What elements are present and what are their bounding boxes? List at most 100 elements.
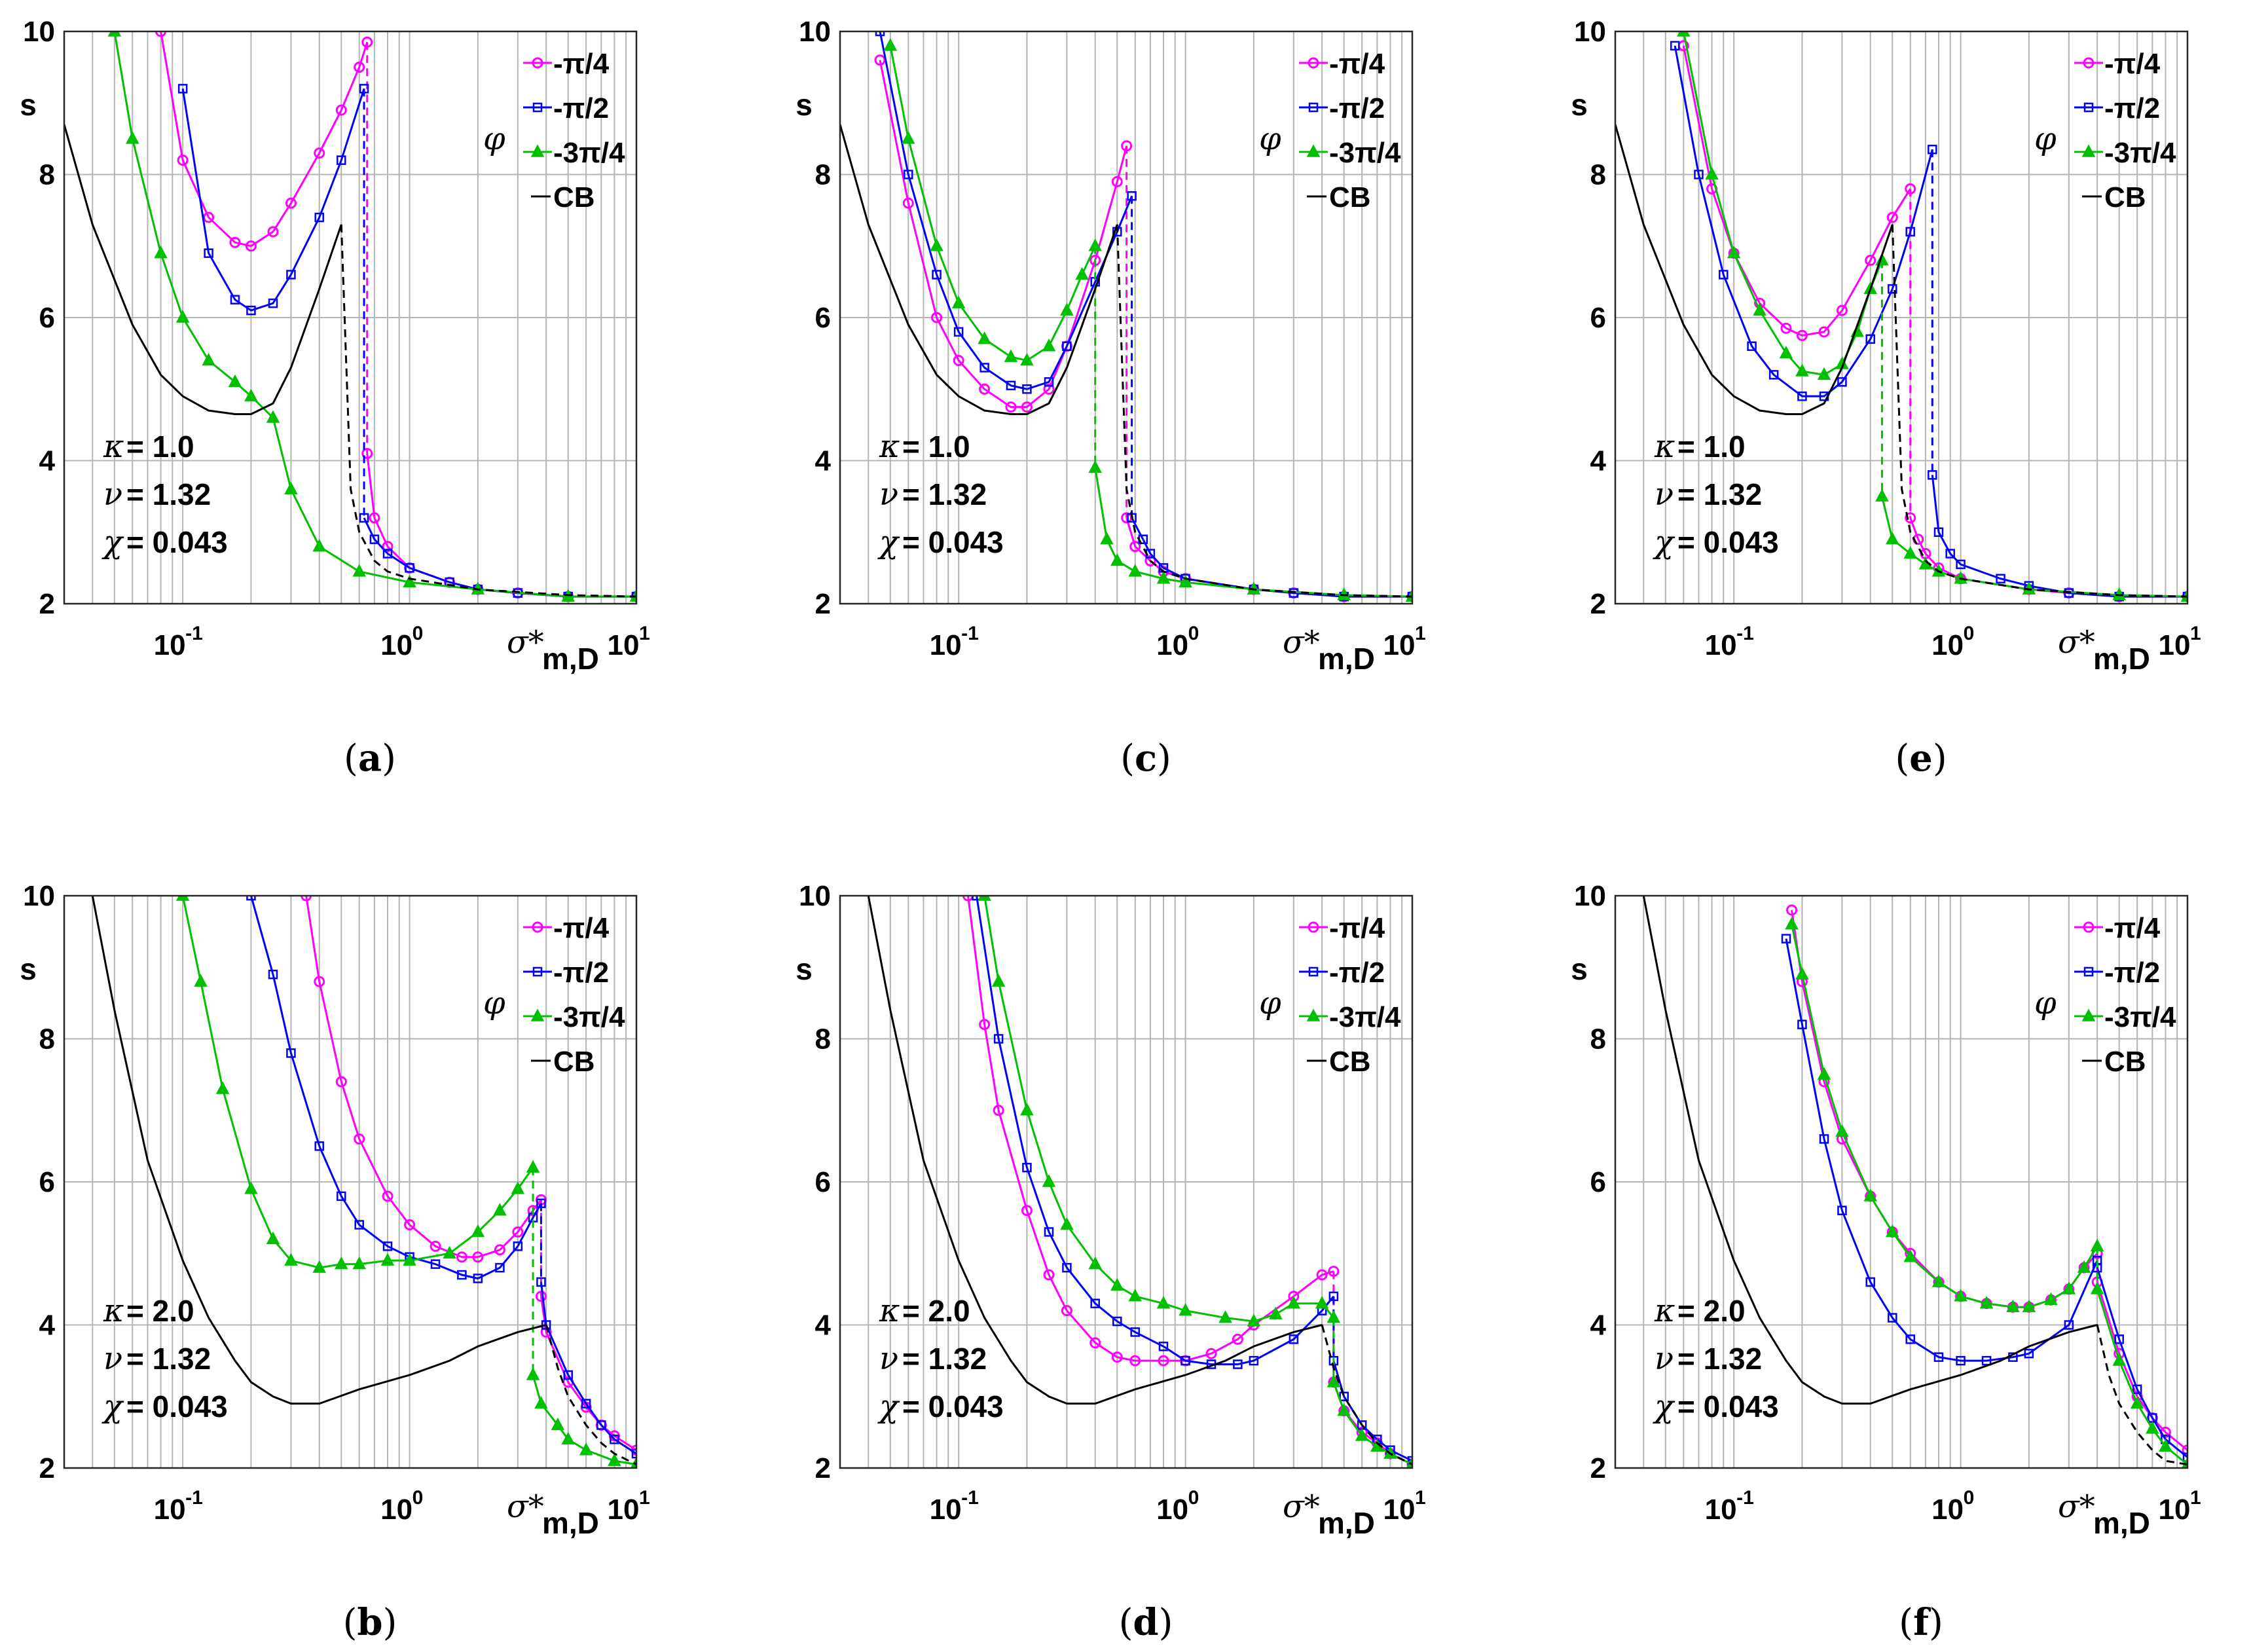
param-symbol-kappa: κ <box>1654 1293 1675 1329</box>
data-point <box>286 1048 296 1058</box>
data-point <box>1819 1134 1829 1144</box>
data-point <box>631 1448 636 1459</box>
data-point <box>335 1076 347 1088</box>
x-tick-base: 10 <box>2159 629 2191 661</box>
data-point <box>2112 1353 2126 1366</box>
data-point <box>154 246 168 259</box>
phi-label: φ <box>2034 985 2057 1021</box>
data-point <box>1956 1355 1966 1366</box>
legend-label: -π/4 <box>2104 912 2161 944</box>
data-point <box>175 896 190 901</box>
data-point <box>1020 352 1034 366</box>
y-tick-label: 2 <box>1590 588 1606 620</box>
legend-marker <box>2083 966 2094 977</box>
param-symbol-kappa: κ <box>103 428 124 465</box>
y-tick-label: 2 <box>815 1452 831 1484</box>
data-point <box>1328 1266 1340 1277</box>
series-tail <box>545 1325 636 1465</box>
data-point <box>1905 1334 1915 1344</box>
legend-marker <box>532 102 543 113</box>
y-tick-label: 8 <box>815 159 831 191</box>
x-tick-label: 10 0 <box>380 1487 423 1526</box>
data-point <box>1327 1374 1341 1387</box>
data-point <box>284 1253 298 1266</box>
data-point <box>1747 341 1757 351</box>
data-point <box>1112 1316 1122 1327</box>
data-point <box>403 1253 416 1266</box>
legend-marker <box>1306 1008 1321 1021</box>
data-point <box>1090 1298 1100 1308</box>
data-point <box>978 896 991 901</box>
x-axis-label-symbol: σ* <box>1283 624 1320 661</box>
data-point <box>495 1262 505 1273</box>
data-point <box>314 1141 324 1151</box>
y-tick-label: 10 <box>799 16 831 48</box>
caption-close: ) <box>383 1602 397 1644</box>
data-point <box>1042 1174 1056 1187</box>
x-axis-label-symbol: σ* <box>2058 1488 2095 1525</box>
x-axis-label-subscript: m,D <box>2093 1506 2150 1540</box>
x-axis-label-subscript: m,D <box>1318 642 1375 676</box>
data-point <box>993 1105 1004 1116</box>
data-point <box>2130 1396 2144 1409</box>
data-point <box>202 352 215 366</box>
series-line <box>181 88 365 312</box>
data-point <box>1111 175 1123 187</box>
data-point <box>1865 1277 1875 1287</box>
data-point <box>979 1019 991 1031</box>
x-tick-exponent: 0 <box>1188 623 1199 644</box>
x-tick-exponent: 0 <box>1188 1487 1199 1509</box>
data-point <box>1796 329 1808 341</box>
param-value-kappa: = 2.0 <box>1677 1294 1746 1328</box>
data-point <box>1315 1296 1329 1309</box>
caption-open: ( <box>1120 737 1135 780</box>
caption-close: ) <box>1159 1602 1173 1644</box>
data-point <box>354 1133 365 1145</box>
data-point <box>1797 1019 1807 1029</box>
param-symbol-nu: ν <box>879 476 898 513</box>
legend-label: -π/2 <box>553 92 609 124</box>
data-point <box>1931 1274 1946 1287</box>
data-point <box>979 363 989 373</box>
data-point <box>244 1181 258 1194</box>
data-point <box>1060 1217 1074 1230</box>
x-tick-base: 10 <box>380 629 412 661</box>
param-value-kappa: = 2.0 <box>126 1294 194 1328</box>
y-tick-label: 4 <box>1590 445 1607 477</box>
legend-marker <box>2083 102 2094 113</box>
series-2 <box>978 896 1412 1468</box>
legend-label: -π/2 <box>2104 957 2160 989</box>
data-point <box>536 1277 546 1287</box>
series-line <box>976 896 1335 1366</box>
data-point <box>2159 1439 2172 1452</box>
x-tick-exponent: -1 <box>961 1487 979 1509</box>
data-point <box>1062 341 1072 351</box>
data-point <box>1021 401 1033 413</box>
x-axis-label: σ*m,D <box>2058 1488 2150 1540</box>
data-point <box>1786 904 1798 916</box>
data-point <box>229 236 241 248</box>
y-axis-label: s <box>1571 88 1588 122</box>
x-tick-exponent: 1 <box>2190 1487 2201 1509</box>
x-axis-label: σ*m,D <box>507 624 599 676</box>
data-point <box>177 84 188 94</box>
data-point <box>285 197 297 209</box>
data-point <box>286 270 296 280</box>
series-line <box>249 896 542 1280</box>
data-point <box>1043 1269 1055 1281</box>
series-tail <box>1880 496 2187 598</box>
x-tick-label: 10 1 <box>1383 623 1426 661</box>
grid <box>840 896 1412 1468</box>
y-tick-label: 6 <box>1590 1166 1606 1198</box>
param-symbol-kappa: κ <box>879 1293 900 1329</box>
x-tick-base: 10 <box>154 629 186 661</box>
param-value-chi: = 0.043 <box>902 1389 1004 1423</box>
legend-label: CB <box>1329 181 1371 213</box>
data-point <box>1719 270 1729 280</box>
data-point <box>1888 1313 1897 1323</box>
param-symbol-kappa: κ <box>1654 428 1675 465</box>
data-point <box>126 131 139 144</box>
data-point <box>1156 1296 1171 1309</box>
series-line <box>1785 938 2098 1362</box>
